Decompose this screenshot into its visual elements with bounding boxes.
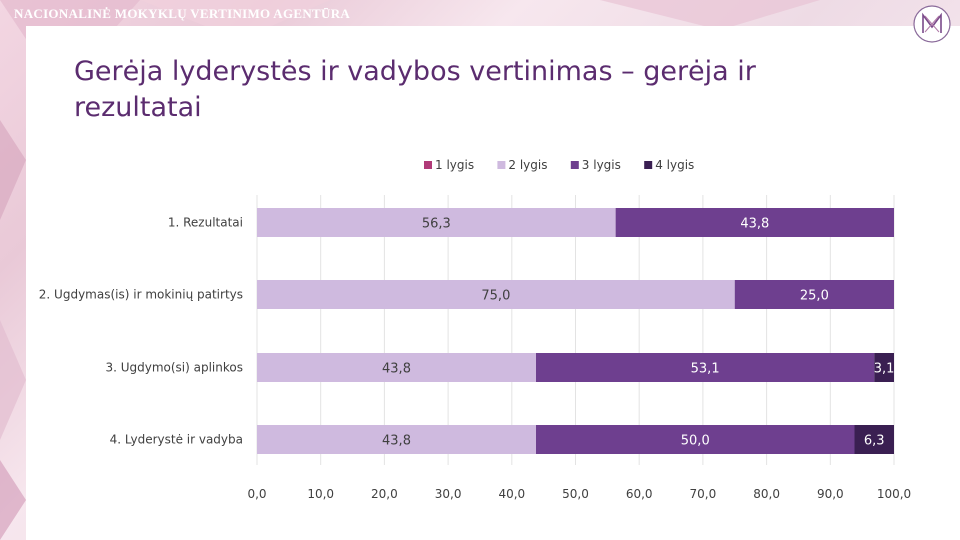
x-tick-label: 70,0 bbox=[690, 487, 717, 501]
category-label: 2. Ugdymas(is) ir mokinių patirtys bbox=[39, 288, 243, 302]
data-label: 56,3 bbox=[422, 217, 451, 232]
legend-swatch bbox=[644, 161, 653, 169]
nmva-logo-icon bbox=[913, 5, 951, 43]
bar-segment bbox=[257, 280, 735, 309]
bar-segment bbox=[536, 353, 875, 382]
bar-segment bbox=[874, 353, 894, 382]
x-tick-label: 40,0 bbox=[498, 487, 525, 501]
legend-item: 2 lygis bbox=[497, 158, 547, 172]
data-label: 75,0 bbox=[481, 289, 510, 304]
x-tick-label: 80,0 bbox=[753, 487, 780, 501]
bar-segment bbox=[257, 425, 537, 454]
x-tick-label: 50,0 bbox=[562, 487, 589, 501]
data-label: 50,0 bbox=[681, 434, 710, 449]
bar-segment bbox=[615, 208, 894, 237]
x-tick-label: 100,0 bbox=[877, 487, 911, 501]
data-label: 3,1 bbox=[874, 362, 895, 377]
legend-item: 3 lygis bbox=[570, 158, 621, 172]
legend-swatch bbox=[424, 161, 432, 169]
bar-segment bbox=[257, 353, 537, 382]
slide-title: Gerėja lyderystės ir vadybos vertinimas … bbox=[74, 56, 756, 123]
bar-segment bbox=[734, 280, 894, 309]
legend-label: 3 lygis bbox=[582, 158, 621, 172]
x-tick-label: 60,0 bbox=[626, 487, 653, 501]
category-label: 4. Lyderystė ir vadyba bbox=[110, 433, 243, 447]
category-label: 1. Rezultatai bbox=[168, 216, 243, 230]
legend-swatch bbox=[497, 161, 506, 169]
bar-segment bbox=[536, 425, 855, 454]
legend-label: 4 lygis bbox=[655, 158, 694, 172]
legend-item: 1 lygis bbox=[424, 158, 474, 172]
bar-segment bbox=[257, 208, 616, 237]
category-label: 3. Ugdymo(si) aplinkos bbox=[105, 361, 243, 375]
legend-item: 4 lygis bbox=[644, 158, 694, 172]
agency-name: NACIONALINĖ MOKYKLŲ VERTINIMO AGENTŪRA bbox=[14, 6, 351, 21]
legend-swatch bbox=[570, 161, 579, 169]
data-label: 53,1 bbox=[691, 362, 720, 377]
data-label: 25,0 bbox=[800, 289, 829, 304]
x-tick-label: 90,0 bbox=[817, 487, 844, 501]
data-label: 43,8 bbox=[740, 217, 769, 232]
x-tick-label: 10,0 bbox=[307, 487, 334, 501]
x-tick-label: 30,0 bbox=[435, 487, 462, 501]
data-label: 43,8 bbox=[382, 434, 411, 449]
legend-label: 2 lygis bbox=[508, 158, 547, 172]
legend-label: 1 lygis bbox=[435, 158, 474, 172]
bar-segment bbox=[854, 425, 894, 454]
x-tick-label: 0,0 bbox=[247, 487, 266, 501]
x-tick-label: 20,0 bbox=[371, 487, 398, 501]
data-label: 6,3 bbox=[864, 434, 885, 449]
data-label: 43,8 bbox=[382, 362, 411, 377]
